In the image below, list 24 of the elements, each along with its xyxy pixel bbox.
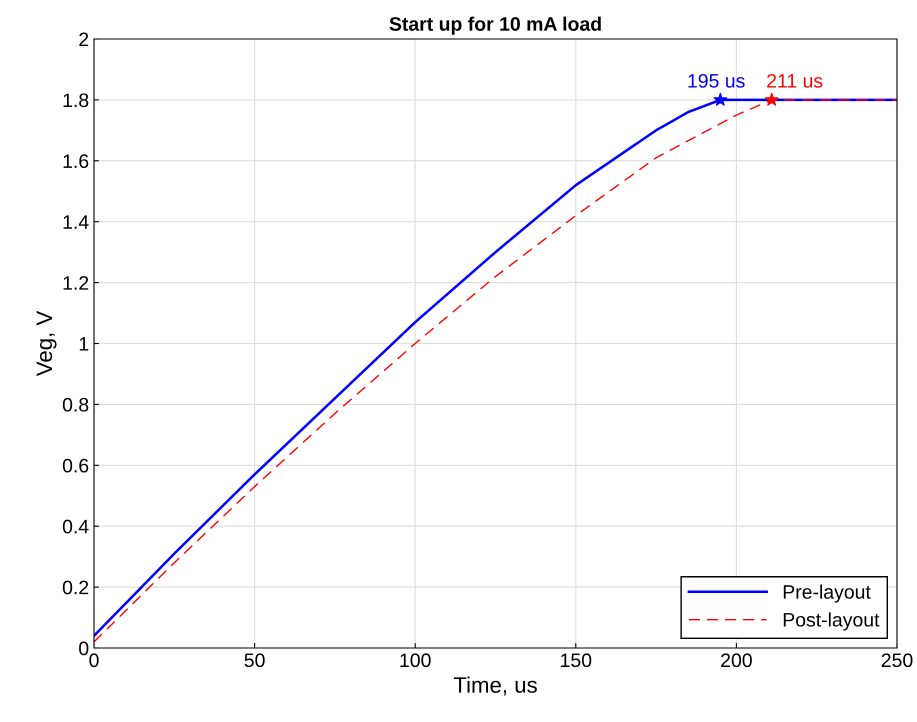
y-tick-label: 0.6	[62, 458, 88, 473]
annotation: 195 us	[688, 74, 745, 88]
y-tick-label: 2	[79, 32, 88, 46]
y-tick-label: 1	[80, 337, 88, 351]
x-tick-label: 0	[89, 653, 99, 668]
chart-title: Start up for 10 mA load	[389, 16, 601, 35]
y-tick-label: 1.4	[64, 215, 89, 229]
legend-label: Pre-layout	[784, 584, 871, 603]
y-tick-label: 0.8	[62, 398, 88, 412]
y-tick-label: 0.4	[62, 520, 89, 534]
x-tick-label: 150	[561, 653, 592, 668]
y-tick-label: 0	[79, 641, 88, 656]
legend-label: Post-layout	[784, 612, 880, 630]
y-tick-label: 0.2	[62, 580, 88, 594]
annotation: 211 us	[767, 74, 822, 88]
y-tick-label: 1.6	[64, 154, 88, 168]
x-tick-label: 250	[882, 653, 912, 668]
y-tick-label: 1.8	[64, 93, 88, 108]
y-tick-label: 1.2	[64, 276, 88, 290]
x-axis-title: Time, us	[454, 676, 537, 696]
x-tick-label: 100	[400, 653, 431, 668]
x-tick-label: 50	[244, 653, 265, 668]
y-axis-title: Veg, V	[36, 310, 57, 376]
x-tick-label: 200	[721, 653, 752, 668]
